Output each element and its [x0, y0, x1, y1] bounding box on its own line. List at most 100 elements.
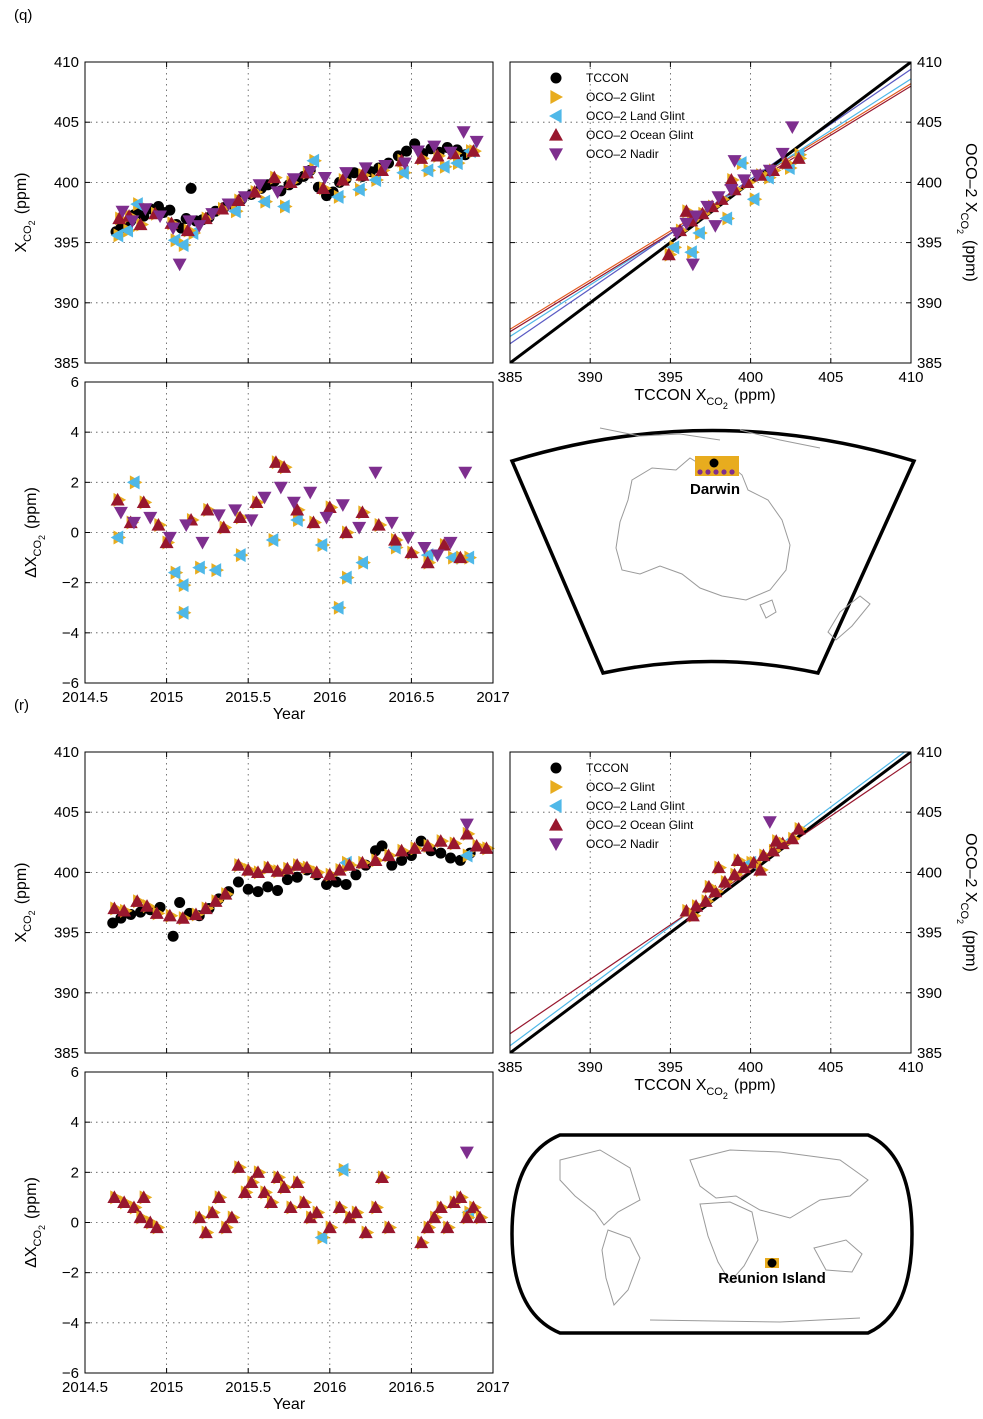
y-tick-label: 405 — [917, 114, 942, 131]
data-point — [233, 548, 246, 563]
data-point — [746, 192, 760, 207]
y-tick-label: 410 — [917, 54, 942, 71]
data-point — [375, 1170, 390, 1183]
y-tick-label: 385 — [54, 1045, 79, 1062]
y-tick-label: 410 — [54, 744, 79, 761]
axes-frame — [509, 751, 912, 1054]
data-point — [228, 504, 243, 517]
data-point — [205, 208, 220, 221]
data-point — [290, 858, 305, 871]
data-point — [136, 1190, 151, 1204]
data-point — [303, 486, 318, 500]
data-point — [164, 204, 176, 216]
data-point — [479, 841, 494, 854]
data-point — [756, 848, 771, 862]
data-point — [339, 570, 352, 585]
data-point — [381, 1220, 396, 1234]
scatter-x-label-unit: (ppm) — [734, 1077, 776, 1094]
fit-line — [510, 761, 911, 1035]
data-point — [126, 1200, 141, 1214]
data-point — [117, 1195, 132, 1209]
scatter-y-label-sub: CO — [958, 903, 970, 920]
y-tick-label: 400 — [917, 174, 942, 191]
grid — [85, 382, 493, 683]
time-series-y-label-unit: (ppm) — [13, 173, 30, 215]
x-tick-label: 2017 — [476, 1379, 509, 1396]
data-point — [700, 200, 715, 214]
x-tick-label: 390 — [578, 1059, 603, 1076]
data-point — [316, 181, 331, 195]
map-frame — [509, 428, 917, 676]
data-point — [198, 1225, 213, 1239]
data-point — [708, 884, 723, 898]
data-point — [130, 197, 143, 212]
data-point — [309, 865, 324, 878]
y-tick-label: −6 — [62, 1365, 79, 1382]
data-point — [290, 1175, 305, 1188]
data-point — [443, 146, 458, 160]
data-point — [737, 174, 752, 187]
data-point — [149, 1220, 164, 1234]
data-point — [685, 908, 700, 922]
legend-marker — [550, 90, 563, 104]
legend-marker — [550, 72, 562, 84]
data-point — [335, 172, 350, 186]
data-point — [272, 884, 284, 896]
y-tick-label: 400 — [54, 174, 79, 191]
y-tick-label: −4 — [62, 1315, 79, 1332]
legend-marker — [549, 148, 563, 161]
data-point — [233, 510, 248, 524]
grid — [510, 752, 911, 1053]
x-tick-label: 410 — [898, 1059, 923, 1076]
x-tick-label: 400 — [738, 369, 763, 386]
data-point — [332, 1200, 347, 1214]
data-point — [208, 563, 222, 578]
y-tick-label: 390 — [917, 985, 942, 1002]
data-point — [303, 165, 318, 179]
data-point — [283, 1200, 298, 1214]
scatter-plot: 385 390 395 400 405 410385390395400405410OCO–… — [497, 744, 979, 1101]
legend-marker — [550, 762, 562, 774]
series-oco-2-nadir — [113, 466, 473, 563]
data-point — [322, 500, 337, 514]
data-point — [126, 516, 141, 530]
data-point — [277, 1180, 292, 1193]
data-point — [459, 818, 474, 832]
data-point — [107, 901, 122, 915]
y-tick-label: 405 — [54, 804, 79, 821]
legend-label: TCCON — [586, 761, 629, 775]
data-point — [396, 165, 409, 180]
data-point — [692, 225, 705, 240]
data-point — [262, 881, 274, 893]
series-oco-2-ocean-glint — [107, 1160, 489, 1250]
data-point — [332, 862, 347, 876]
data-point — [459, 848, 473, 863]
scatter-content — [510, 62, 911, 363]
x-tick-label: 410 — [898, 369, 923, 386]
scatter-y-label-sub: CO — [958, 213, 970, 230]
y-tick-label: 385 — [917, 355, 942, 372]
site-name: Reunion Island — [718, 1270, 826, 1287]
scatter-y-label-sub2: 2 — [955, 229, 965, 234]
data-point — [244, 514, 259, 527]
data-point — [306, 153, 320, 168]
legend-label: OCO–2 Land Glint — [586, 109, 685, 123]
data-point — [401, 145, 413, 157]
legend-marker — [549, 818, 563, 831]
data-point — [711, 860, 726, 874]
data-point — [456, 126, 471, 139]
footprint-point — [729, 469, 735, 475]
footprint-point — [721, 469, 727, 475]
data-point — [296, 1195, 311, 1209]
data-point — [231, 858, 246, 871]
data-point — [192, 1210, 207, 1224]
data-point — [174, 897, 186, 908]
scatter-x-label: TCCON XCO2 (ppm) — [634, 1077, 775, 1101]
difference-y-label-main: ΔX — [23, 556, 40, 578]
scatter-y-label-unit: (ppm) — [962, 240, 979, 282]
north-america-coastline — [559, 1149, 641, 1226]
data-point — [433, 1200, 448, 1214]
data-point — [126, 475, 140, 490]
data-point — [117, 903, 132, 917]
data-point — [125, 215, 140, 228]
